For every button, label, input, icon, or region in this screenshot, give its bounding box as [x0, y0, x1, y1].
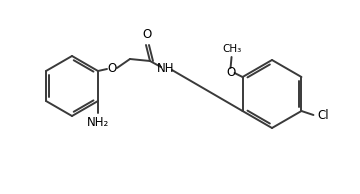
Text: Cl: Cl	[318, 108, 329, 121]
Text: NH: NH	[157, 62, 175, 75]
Text: NH₂: NH₂	[87, 116, 109, 129]
Text: O: O	[107, 62, 117, 75]
Text: CH₃: CH₃	[222, 44, 241, 54]
Text: O: O	[143, 28, 152, 41]
Text: O: O	[226, 67, 235, 80]
